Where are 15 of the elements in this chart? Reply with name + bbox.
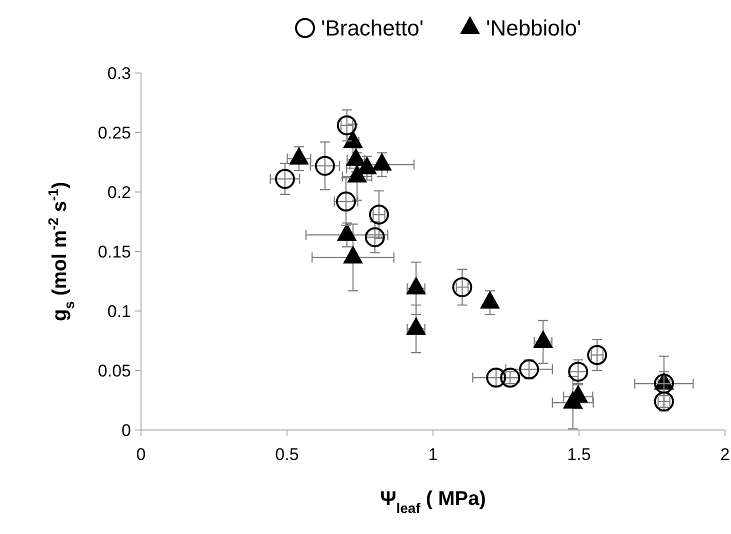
- legend-label: 'Nebbiolo': [486, 16, 582, 41]
- y-tick-label: 0.25: [98, 123, 131, 142]
- x-tick-label: 1.5: [567, 445, 591, 464]
- y-tick-label: 0.05: [98, 361, 131, 380]
- x-tick-label: 1: [428, 445, 438, 464]
- x-tick-label: 0: [136, 445, 146, 464]
- x-axis-title: Ψ$_{leaf}$ ( MPa): [380, 488, 486, 516]
- x-tick-label: 2: [720, 445, 730, 464]
- y-tick-label: 0: [122, 420, 131, 440]
- legend-label: 'Brachetto': [321, 16, 424, 41]
- x-tick-label: 0.5: [275, 445, 299, 464]
- y-tick-label: 0.2: [107, 182, 131, 202]
- y-tick-label: 0.3: [107, 64, 131, 83]
- y-tick-label: 0.1: [107, 302, 131, 321]
- y-tick-label: 0.15: [98, 242, 131, 262]
